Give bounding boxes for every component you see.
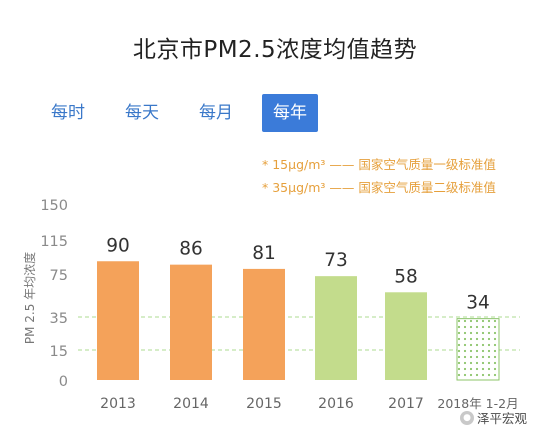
value-label: 81 xyxy=(252,243,276,264)
value-label: 73 xyxy=(324,250,348,271)
tab-yearly[interactable]: 每年 xyxy=(262,94,318,132)
y-tick-label: 115 xyxy=(40,234,68,250)
bar-2016 xyxy=(315,276,357,380)
x-tick-label: 2018年 1-2月 xyxy=(437,396,518,411)
bar-2015 xyxy=(243,268,285,380)
value-label: 90 xyxy=(106,235,130,256)
y-tick-label: 0 xyxy=(59,374,68,390)
y-tick-label: 35 xyxy=(50,311,68,327)
x-tick-label: 2017 xyxy=(388,396,424,412)
value-label: 86 xyxy=(179,239,203,260)
x-tick-label: 2013 xyxy=(100,396,136,412)
chart-title: 北京市PM2.5浓度均值趋势 xyxy=(132,37,418,63)
watermark-text: 泽平宏观 xyxy=(477,411,528,426)
y-tick-label: 75 xyxy=(50,268,68,284)
x-tick-label: 2014 xyxy=(173,396,209,412)
bar-2017 xyxy=(385,292,427,380)
bar-2018年 1-2月 xyxy=(456,318,500,381)
wechat-icon: ● xyxy=(460,410,474,425)
bar-2013 xyxy=(97,261,139,380)
period-tabs: 每时 每天 每月 每年 xyxy=(40,94,336,132)
tab-monthly[interactable]: 每月 xyxy=(199,103,233,123)
watermark: ● 泽平宏观 xyxy=(460,408,527,427)
value-label: 34 xyxy=(466,293,490,314)
value-label: 58 xyxy=(394,266,418,287)
y-tick-label: 150 xyxy=(40,198,68,214)
legend-grade2: * 35μg/m³ —— 国家空气质量二级标准值 xyxy=(262,180,496,195)
standards-legend: * 15μg/m³ —— 国家空气质量一级标准值 * 35μg/m³ —— 国家… xyxy=(262,153,496,199)
y-tick-label: 15 xyxy=(50,344,68,360)
tab-daily[interactable]: 每天 xyxy=(125,103,159,123)
tab-hourly[interactable]: 每时 xyxy=(51,103,85,123)
legend-grade1: * 15μg/m³ —— 国家空气质量一级标准值 xyxy=(262,157,496,172)
y-axis-label: PM 2.5 年均浓度 xyxy=(22,252,37,344)
x-tick-label: 2016 xyxy=(318,396,354,412)
x-tick-label: 2015 xyxy=(246,396,282,412)
bar-2014 xyxy=(170,264,212,380)
